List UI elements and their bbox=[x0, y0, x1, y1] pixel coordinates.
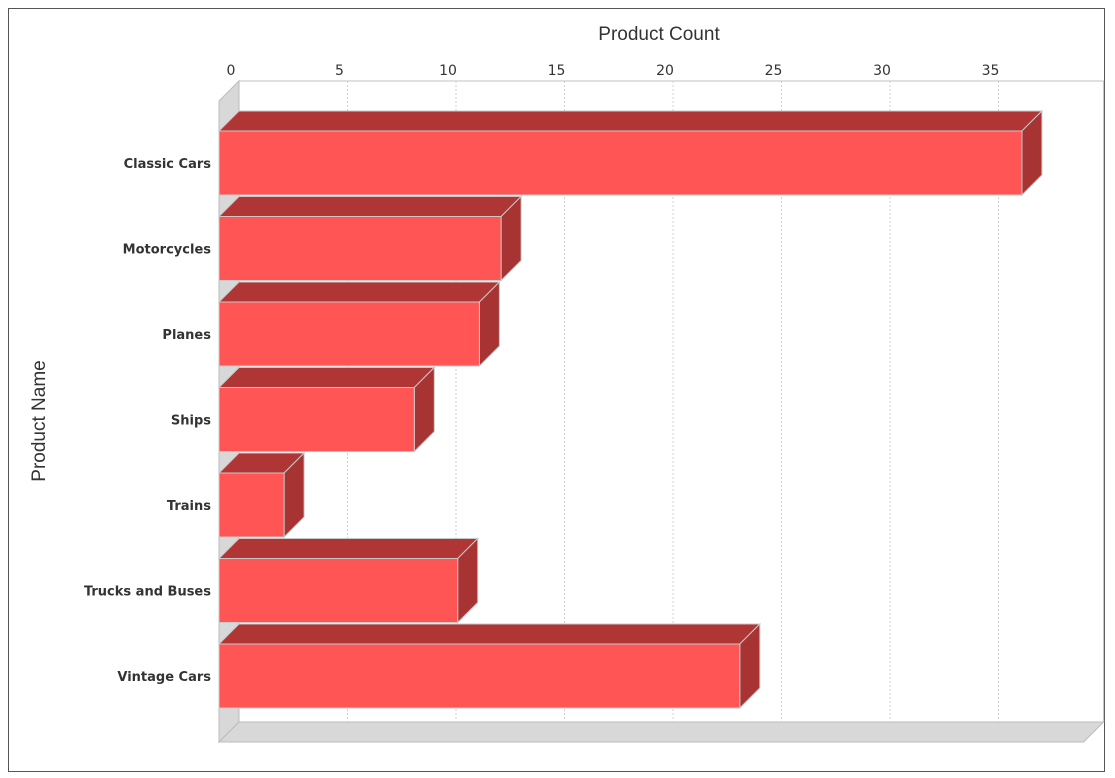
bar-front-face bbox=[218, 558, 459, 623]
x-tick-label: 20 bbox=[656, 63, 674, 79]
y-tick-label: Trucks and Buses bbox=[84, 585, 211, 600]
x-tick-label: 0 bbox=[227, 63, 236, 79]
bar-front-face bbox=[218, 643, 741, 709]
x-tick-label: 10 bbox=[439, 63, 457, 79]
bar-front-face bbox=[218, 130, 1023, 196]
bar-top-face bbox=[217, 623, 762, 645]
bar-front-face bbox=[218, 301, 480, 367]
bar-front-face bbox=[218, 387, 415, 452]
x-tick-label: 35 bbox=[982, 63, 1000, 79]
back-wall-border bbox=[239, 80, 1105, 722]
bar-chart: 0 5 10 15 20 25 30 35 Classic Cars Motorcycles Pl… bbox=[29, 24, 1105, 744]
bar bbox=[217, 366, 436, 453]
y-tick-label: Planes bbox=[162, 328, 211, 343]
bar-top-face bbox=[217, 538, 479, 559]
y-axis-ticks: Classic Cars Motorcycles Planes Ships Trains… bbox=[84, 157, 211, 685]
x-tick-label: 25 bbox=[765, 63, 783, 79]
bar-front-face bbox=[218, 472, 285, 538]
floor-wall bbox=[217, 721, 1105, 743]
x-axis-title: Product Count bbox=[598, 24, 720, 45]
bar bbox=[217, 109, 1044, 197]
bar-top-face bbox=[217, 110, 1044, 132]
y-tick-label: Trains bbox=[167, 499, 211, 514]
x-tick-label: 15 bbox=[548, 63, 566, 79]
y-tick-label: Classic Cars bbox=[124, 157, 212, 172]
bar-front-face bbox=[218, 216, 502, 281]
x-tick-label: 30 bbox=[873, 63, 891, 79]
chart-frame: 0 5 10 15 20 25 30 35 Classic Cars Motorcycles Pl… bbox=[8, 8, 1105, 772]
bar bbox=[217, 195, 523, 282]
bar bbox=[217, 622, 762, 710]
y-axis-title: Product Name bbox=[29, 360, 50, 481]
x-tick-label: 5 bbox=[335, 63, 344, 79]
x-axis-ticks: 0 5 10 15 20 25 30 35 bbox=[227, 63, 1000, 79]
bar-top-face bbox=[217, 367, 436, 388]
bar-top-face bbox=[217, 281, 501, 303]
y-tick-label: Vintage Cars bbox=[117, 670, 211, 685]
bar bbox=[217, 280, 501, 368]
bar-top-face bbox=[217, 196, 523, 217]
y-tick-label: Motorcycles bbox=[123, 243, 212, 258]
y-tick-label: Ships bbox=[171, 414, 211, 429]
bar bbox=[217, 537, 479, 624]
bar bbox=[217, 451, 306, 539]
bars-group bbox=[217, 109, 1044, 710]
